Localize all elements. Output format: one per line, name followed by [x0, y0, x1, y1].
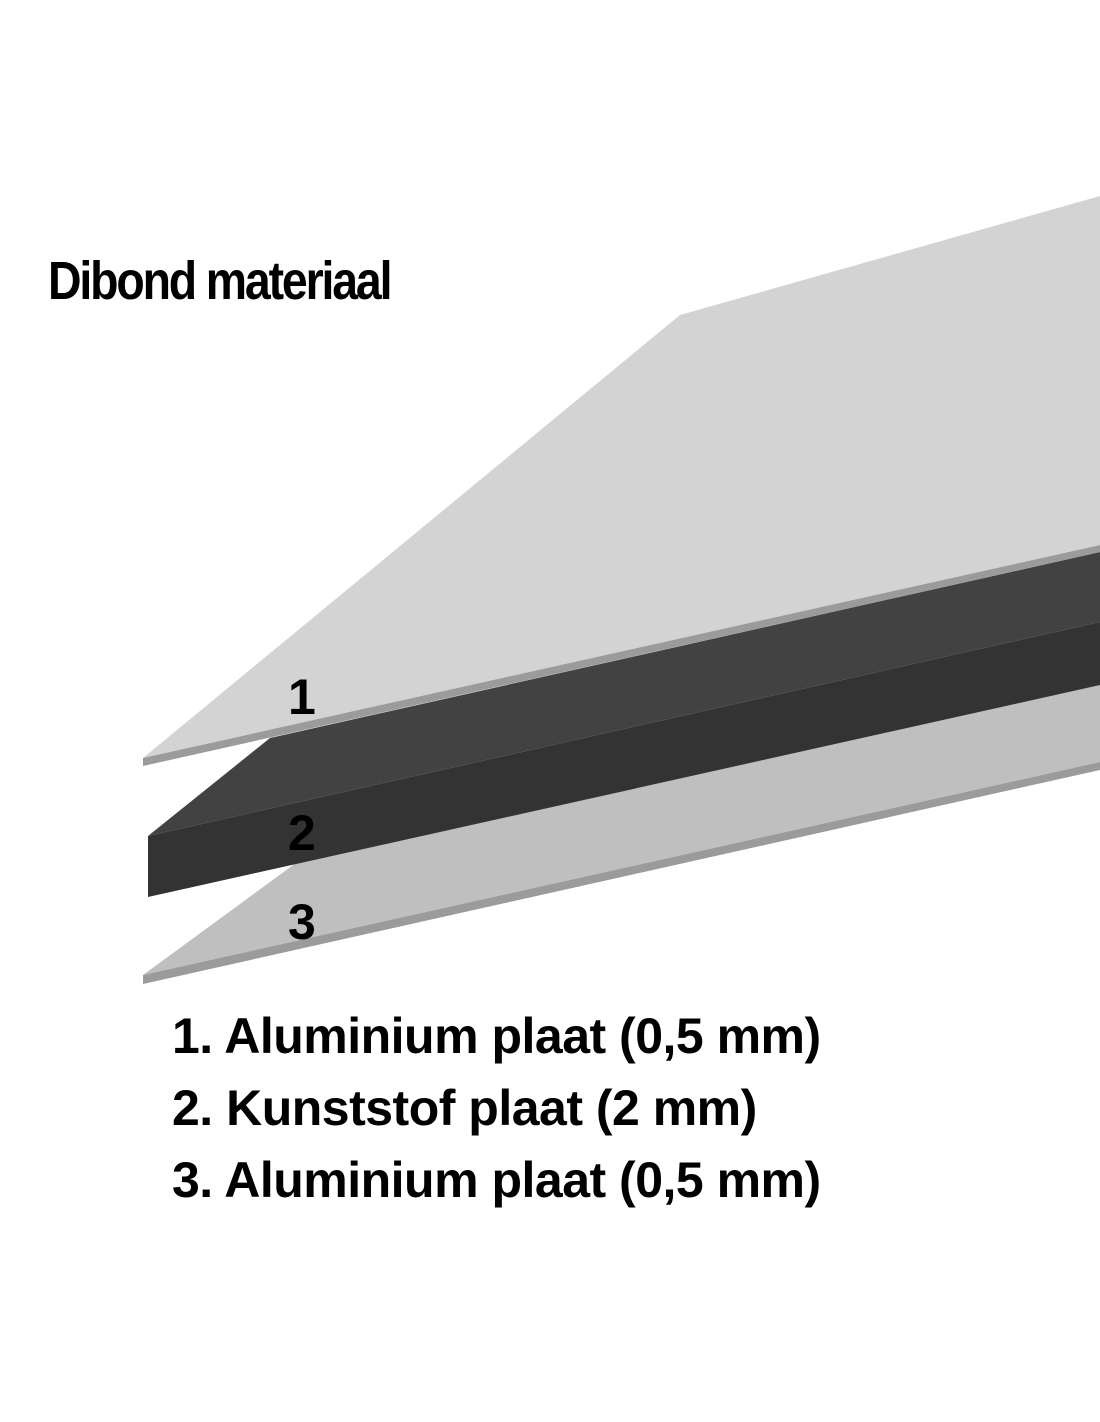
layer-1-edge	[143, 545, 1100, 766]
legend-item-3: 3. Aluminium plaat (0,5 mm)	[172, 1152, 821, 1208]
legend-item-2: 2. Kunststof plaat (2 mm)	[172, 1080, 757, 1136]
layer-1-number: 1	[288, 669, 316, 725]
legend-item-1: 1. Aluminium plaat (0,5 mm)	[172, 1008, 821, 1064]
layer-2-top	[148, 552, 1100, 836]
layer-2-front	[148, 622, 1100, 897]
layer-3-top	[143, 680, 1100, 975]
layer-2-number: 2	[288, 805, 316, 861]
diagram-title: Dibond materiaal	[48, 251, 393, 311]
layer-legend: 1. Aluminium plaat (0,5 mm) 2. Kunststof…	[172, 1000, 821, 1216]
layer-3-edge	[143, 762, 1100, 984]
layer-1-top	[143, 196, 1100, 758]
layer-3-number: 3	[288, 894, 316, 950]
